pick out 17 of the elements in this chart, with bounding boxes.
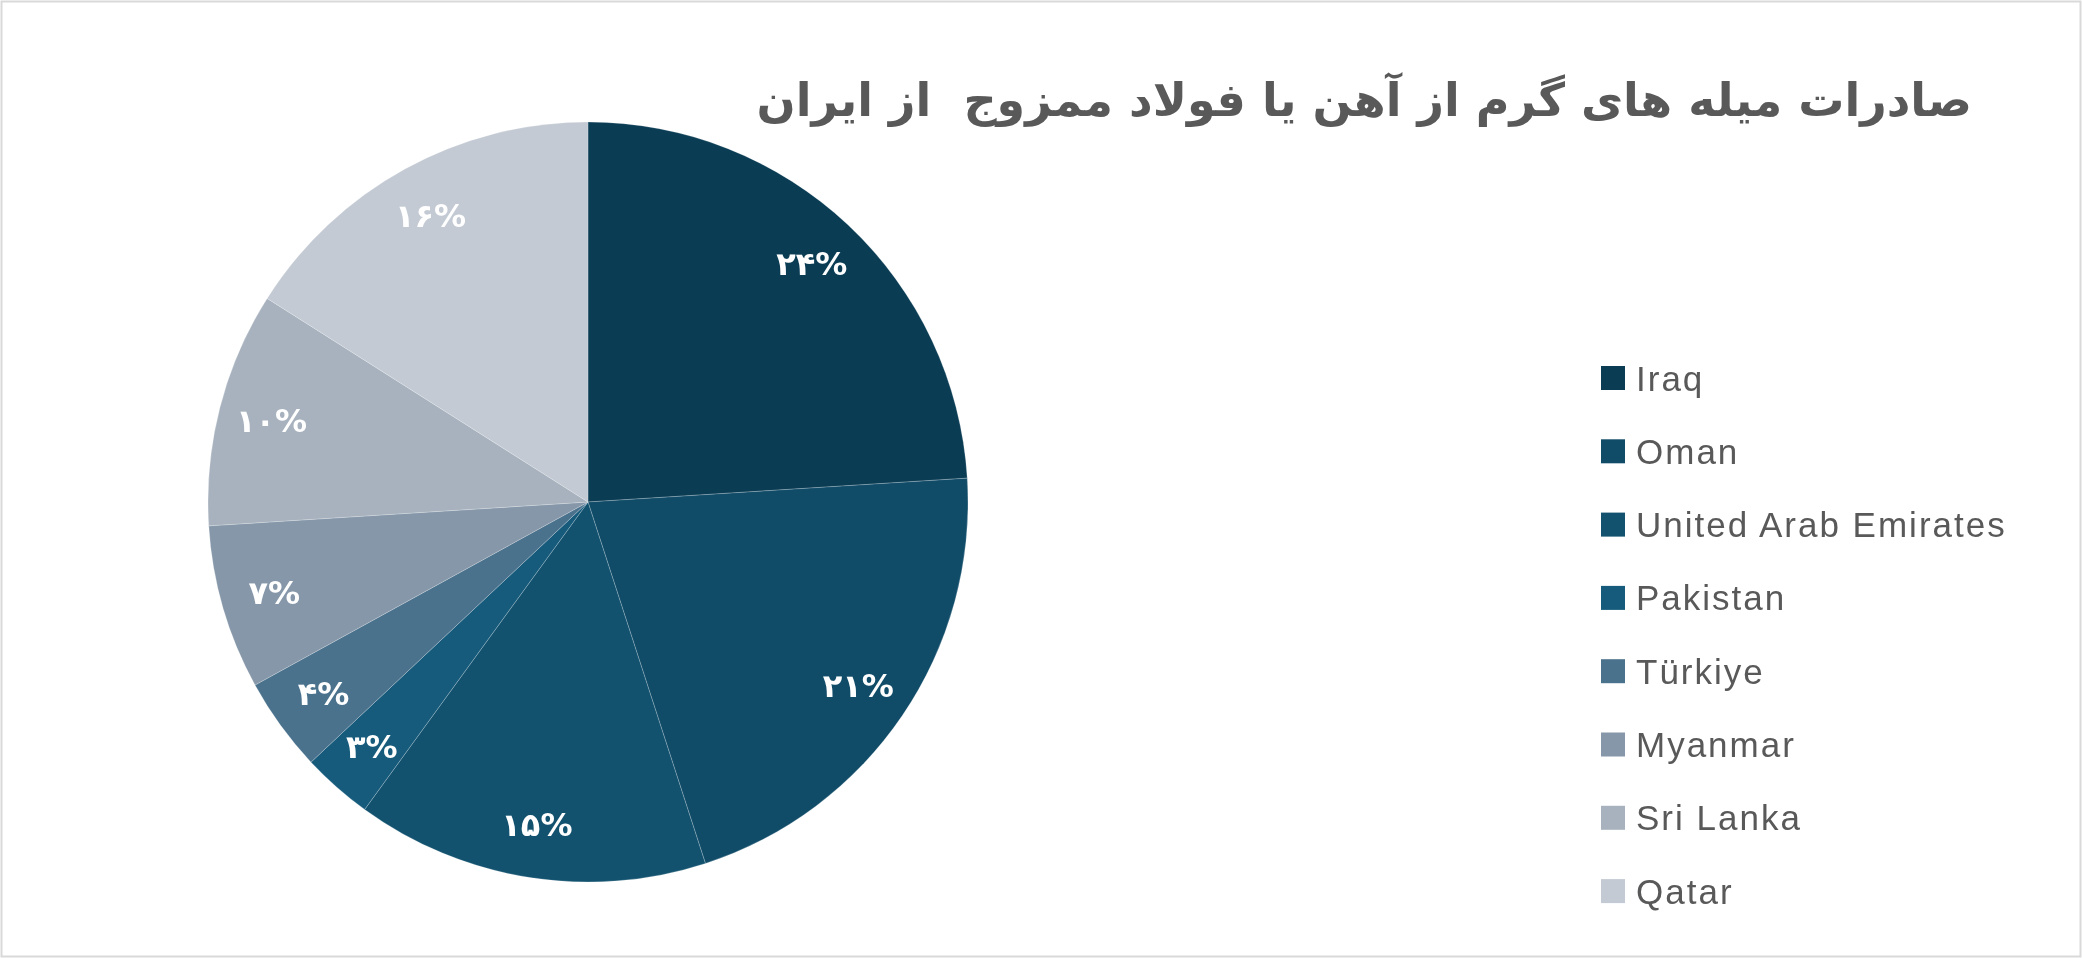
data-label: ۲۱% [822,666,894,705]
legend-label: Iraq [1636,358,1705,398]
data-label: ۲۴% [776,244,848,283]
data-label: ۷% [248,574,300,613]
title: صادرات میله های گرم از آهن یا فولاد ممزوج از ایران [756,73,1972,127]
data-label: ۱۰% [235,401,308,440]
data-label: ۱۶% [395,196,467,235]
legend-label: Qatar [1636,871,1734,911]
legend-label: United Arab Emirates [1636,505,2007,545]
data-label: ۳% [346,728,398,767]
legend-label: Oman [1636,431,1740,471]
data-label: ۱۵% [501,805,573,844]
legend-label: Sri Lanka [1636,798,1802,838]
data-label: ۴% [297,675,350,714]
legend-label: Pakistan [1636,578,1787,618]
legend-label: Türkiye [1636,651,1765,691]
legend-label: Myanmar [1636,725,1796,764]
